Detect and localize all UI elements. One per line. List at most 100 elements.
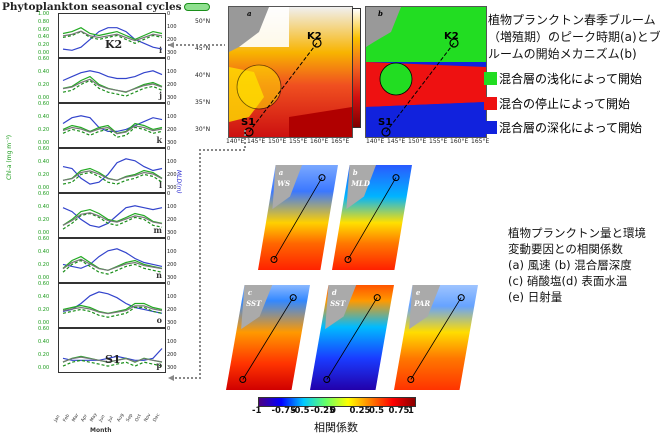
mld-tick: 200: [167, 307, 177, 313]
bloom-mechanism-map-b-svg: [366, 7, 486, 137]
station-marker: [407, 376, 415, 383]
lat-tick: 45°N: [195, 45, 211, 52]
chl-tick: 0.20: [38, 352, 50, 358]
bloom-text-line3: ルームの開始メカニズム(b): [488, 47, 637, 61]
chl-dashed-line: [62, 171, 163, 185]
seasonal-panel-m: m: [58, 193, 166, 238]
corr-map-letter: a: [278, 168, 284, 177]
chl-tick: 0.00: [38, 275, 50, 281]
chl-gray-line: [62, 356, 163, 363]
corr-map-letter: c: [247, 288, 253, 297]
mld-tick: 0: [167, 146, 171, 152]
chl-tick: 0.60: [38, 236, 50, 242]
station-s1-label: S1: [241, 117, 256, 128]
mld-tick: 200: [167, 37, 177, 43]
chl-tick: 0.20: [38, 172, 50, 178]
mld-tick: 0: [167, 11, 171, 17]
mld-tick: 300: [167, 275, 177, 281]
chl-tick: 0.00: [38, 320, 50, 326]
mld-tick: 0: [167, 236, 171, 242]
correlation-map-svg: [270, 165, 326, 263]
correlation-map-svg: [239, 285, 297, 383]
seasonal-panel-plot: [62, 70, 163, 97]
corr-map-variable: PAR: [414, 299, 431, 308]
chl-line: [62, 122, 163, 134]
station-marker: [392, 174, 400, 182]
mld-tick: 300: [167, 140, 177, 146]
mld-tick: 200: [167, 172, 177, 178]
chl-tick: 0.20: [38, 127, 50, 133]
panel-label-o: o: [156, 315, 162, 325]
chl-gray-line: [62, 170, 163, 181]
correlation-map-svg: [344, 165, 400, 263]
mld-tick: 100: [167, 69, 177, 75]
legend-shoaling: 混合層の浅化によって開始: [484, 70, 642, 87]
mld-tick: 100: [167, 204, 177, 210]
lon-tick: 165°E: [331, 138, 350, 145]
seasonal-panel-plot: [62, 115, 163, 138]
panel-label-p: p: [156, 360, 162, 370]
mld-tick: 100: [167, 24, 177, 30]
seasonal-panel-plot: [62, 158, 163, 185]
chl-tick: 0.40: [38, 249, 50, 255]
lon-tick-b: 165°E: [471, 138, 490, 145]
mld-tick: 200: [167, 82, 177, 88]
chl-gray-line: [62, 305, 163, 315]
mld-tick: 100: [167, 114, 177, 120]
lon-tick-b: 140°E: [366, 138, 385, 145]
corr-text-line4: (c) 硝酸塩(d) 表面水温: [508, 274, 628, 288]
colorbar-tick: 0.25: [349, 406, 371, 416]
chl-tick: 1.00: [38, 11, 50, 17]
chl-tick: 0.20: [38, 82, 50, 88]
chl-tick: 0.40: [38, 34, 50, 41]
mld-tick: 300: [167, 230, 177, 236]
mld-tick: 300: [167, 365, 177, 371]
station-k2-label: K2: [307, 31, 322, 42]
seasonal-panel-j: j: [58, 58, 166, 103]
bloom-description: 植物プランクトン春季ブルーム （増殖期）のピーク時期(a)とブ ルームの開始メカ…: [488, 12, 660, 63]
mld-tick: 0: [167, 101, 171, 107]
corr-map-variable: SST: [330, 299, 346, 308]
chl-tick: 0.00: [38, 95, 50, 101]
land-mask: [241, 285, 273, 330]
month-axis-label: Month: [90, 427, 112, 434]
chl-dashed-line: [62, 359, 163, 367]
mld-tick: 100: [167, 294, 177, 300]
lon-tick: 140°E: [226, 138, 245, 145]
chl-tick: 0.80: [38, 18, 50, 25]
transect-line: [410, 297, 462, 380]
lat-tick: 30°N: [195, 126, 211, 133]
top-lat-ticks: 50°N 45°N 40°N 35°N 30°N: [195, 18, 228, 138]
colorbar-tick: -0.5: [291, 406, 310, 416]
chl-tick: 0.40: [38, 294, 50, 300]
panel-station-k2: K2: [105, 38, 123, 51]
correlation-map-svg: [323, 285, 381, 383]
corr-text-line1: 植物プランクトン量と環境: [508, 226, 646, 240]
colorbar-tick: 0.75: [388, 406, 410, 416]
lon-tick-b: 160°E: [450, 138, 469, 145]
mld-tick: 300: [167, 95, 177, 101]
seasonal-panel-plot: [62, 291, 163, 318]
panel-label-j: j: [159, 90, 162, 100]
colorbar-tick: -1: [252, 406, 262, 416]
transect-line: [347, 177, 397, 260]
lat-tick: 40°N: [195, 72, 211, 79]
seasonal-panel-o: o: [58, 283, 166, 328]
seasonal-panel-plot: [62, 248, 163, 275]
chl-tick: 0.20: [38, 307, 50, 313]
mld-tick: 0: [167, 191, 171, 197]
bloom-timing-map-a: a K2 S1: [228, 6, 353, 138]
corr-map-letter: e: [415, 288, 421, 297]
colorbar-tick: 1: [408, 406, 414, 416]
land-mask: [272, 165, 302, 210]
station-marker: [289, 294, 297, 302]
chl-gray-line: [62, 30, 163, 42]
lon-tick: 160°E: [310, 138, 329, 145]
corr-text-line5: (e) 日射量: [508, 290, 563, 304]
chl-gray-line: [62, 258, 163, 271]
chl-tick: 0.60: [38, 56, 50, 62]
map-b-label: b: [378, 9, 383, 18]
panel-label-k: k: [156, 135, 162, 145]
corr-text-line2: 変動要因との相関係数: [508, 242, 623, 256]
